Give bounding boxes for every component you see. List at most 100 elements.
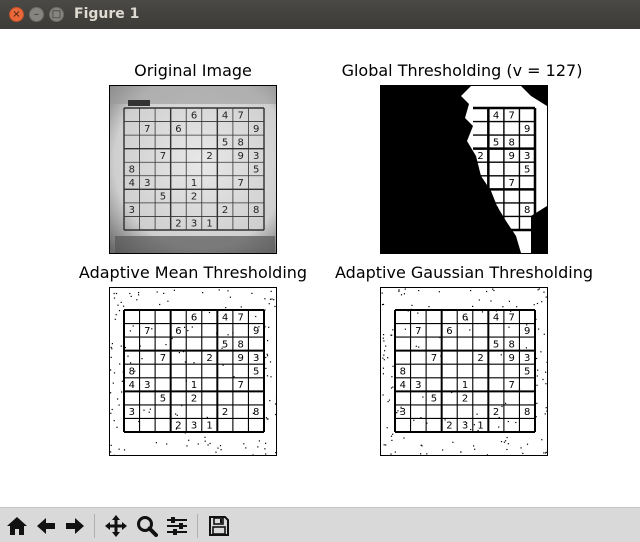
sudoku-digit: 3 [129,205,135,216]
subplot-title-adaptive-mean: Adaptive Mean Thresholding [78,263,308,282]
sudoku-digit: 7 [508,312,514,323]
sudoku-digit: 1 [206,219,212,230]
sudoku-digit: 3 [144,178,150,189]
sudoku-digit: 8 [508,339,514,350]
sudoku-digit: 1 [206,421,212,432]
maximize-window-button[interactable]: □ [49,7,64,22]
sudoku-digit: 7 [237,178,243,189]
sudoku-digit: 3 [400,407,406,418]
sudoku-digit: 9 [524,124,530,135]
sudoku-digit: 9 [524,326,530,337]
sudoku-digit: 8 [129,165,135,176]
zoom-icon [137,516,158,537]
sudoku-digit: 8 [524,407,530,418]
sudoku-digit: 5 [160,192,166,203]
sudoku-digit: 7 [160,151,166,162]
pan-icon [105,515,127,537]
pan-button[interactable] [103,513,129,539]
sudoku-digit: 6 [191,110,197,121]
sudoku-digit: 3 [253,353,259,364]
sudoku-digit: 1 [462,380,468,391]
forward-button[interactable] [62,513,88,539]
sudoku-digit: 3 [462,421,468,432]
maximize-icon: □ [51,8,62,20]
configure-subplots-icon [167,517,187,535]
sudoku-digit: 5 [431,394,437,405]
sudoku-digit: 7 [160,353,166,364]
window-titlebar: × – □ Figure 1 [0,0,640,29]
back-arrow-icon [37,518,55,534]
close-window-button[interactable]: × [9,7,24,22]
home-icon [7,517,27,535]
sudoku-digit: 7 [508,110,514,121]
back-button[interactable] [33,513,59,539]
sudoku-digit: 2 [493,407,499,418]
sudoku-digit: 5 [160,394,166,405]
sudoku-digit: 5 [524,367,530,378]
zoom-button[interactable] [134,513,160,539]
sudoku-digit: 7 [237,380,243,391]
sudoku-digit: 3 [191,219,197,230]
subplot-title-global: Global Thresholding (v = 127) [341,61,583,80]
sudoku-digit: 7 [508,380,514,391]
sudoku-digit: 6 [446,326,452,337]
sudoku-grid-original: 6 4 77 6 95 87 2 9 38 54 3 1 75 23 2 82 3 1 [123,107,265,231]
sudoku-digit: 2 [175,421,181,432]
sudoku-digit: 5 [222,137,228,148]
sudoku-digit: 2 [175,219,181,230]
minimize-window-button[interactable]: – [29,7,44,22]
sudoku-digit: 2 [477,151,483,162]
sudoku-digit: 1 [191,178,197,189]
sudoku-digit: 8 [253,407,259,418]
sudoku-digit: 7 [431,353,437,364]
sudoku-digit: 7 [237,110,243,121]
noise-speckles [381,288,547,455]
toolbar-separator [94,514,95,538]
sudoku-digit: 7 [144,124,150,135]
sudoku-digit: 6 [175,326,181,337]
sudoku-digit: 1 [191,380,197,391]
sudoku-digit: 6 [191,312,197,323]
sudoku-digit: 4 [129,178,135,189]
sudoku-digit: 6 [175,124,181,135]
sudoku-digit: 4 [493,312,499,323]
sudoku-digit: 8 [400,367,406,378]
sudoku-digit: 2 [191,394,197,405]
sudoku-digit: 2 [206,353,212,364]
sudoku-digit: 2 [493,205,499,216]
sudoku-digit: 5 [222,339,228,350]
sudoku-digit: 2 [191,192,197,203]
sudoku-digit: 3 [524,353,530,364]
sudoku-digit: 7 [415,326,421,337]
sudoku-digit: 3 [253,151,259,162]
home-button[interactable] [4,513,30,539]
subplot-title-adaptive-gaussian: Adaptive Gaussian Thresholding [335,263,593,282]
save-button[interactable] [206,513,232,539]
navigation-toolbar [0,507,640,542]
sudoku-digit: 3 [129,407,135,418]
sudoku-digit: 5 [253,165,259,176]
sudoku-digit: 3 [191,421,197,432]
sudoku-digit: 3 [415,380,421,391]
sudoku-digit: 4 [493,110,499,121]
save-icon [209,516,229,536]
sudoku-grid-gaussian: 6 4 77 6 95 87 2 9 38 54 3 1 75 23 2 82 3 1 [394,309,536,433]
sudoku-grid-mean: 6 4 77 6 95 87 2 9 38 54 3 1 75 23 2 82 3 1 [123,309,265,433]
sudoku-digit: 2 [206,151,212,162]
sudoku-digit: 9 [508,353,514,364]
sudoku-digit: 2 [462,394,468,405]
sudoku-digit: 7 [508,178,514,189]
minimize-icon: – [34,8,39,20]
toolbar-separator [197,514,198,538]
sudoku-digit: 8 [253,205,259,216]
sudoku-digit: 6 [462,312,468,323]
sudoku-digit: 4 [129,380,135,391]
configure-subplots-button[interactable] [164,513,190,539]
sudoku-digit: 5 [253,367,259,378]
sudoku-digit: 5 [493,339,499,350]
sudoku-digit: 8 [508,137,514,148]
